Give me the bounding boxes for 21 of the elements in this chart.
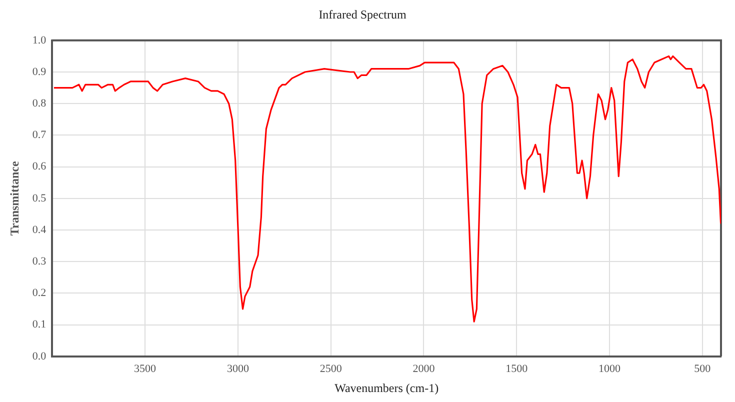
x-tick-label: 2500 <box>320 362 342 375</box>
y-tick-label: 0.9 <box>32 66 47 78</box>
y-axis-title: Transmittance <box>7 160 22 236</box>
y-tick-label: 0.6 <box>32 160 47 173</box>
chart-title: Infrared Spectrum <box>318 7 407 22</box>
y-tick-label: 0.0 <box>32 350 47 362</box>
x-tick-label: 3000 <box>226 362 250 375</box>
y-tick-label: 0.1 <box>32 318 46 331</box>
y-tick-label: 0.5 <box>32 192 47 204</box>
y-tick-label: 0.2 <box>32 287 46 300</box>
x-tick-label: 1000 <box>598 362 622 375</box>
y-tick-label: 0.3 <box>32 255 47 268</box>
x-tick-label: 1500 <box>506 362 528 375</box>
x-axis-title: Wavenumbers (cm-1) <box>334 380 439 395</box>
y-tick-label: 1.0 <box>32 34 47 46</box>
y-tick-label: 0.8 <box>32 97 47 110</box>
y-tick-label: 0.7 <box>32 129 47 142</box>
x-tick-label: 3500 <box>134 362 157 375</box>
x-tick-label: 2000 <box>412 362 436 375</box>
x-tick-label: 500 <box>694 362 712 375</box>
y-tick-label: 0.4 <box>32 224 47 236</box>
